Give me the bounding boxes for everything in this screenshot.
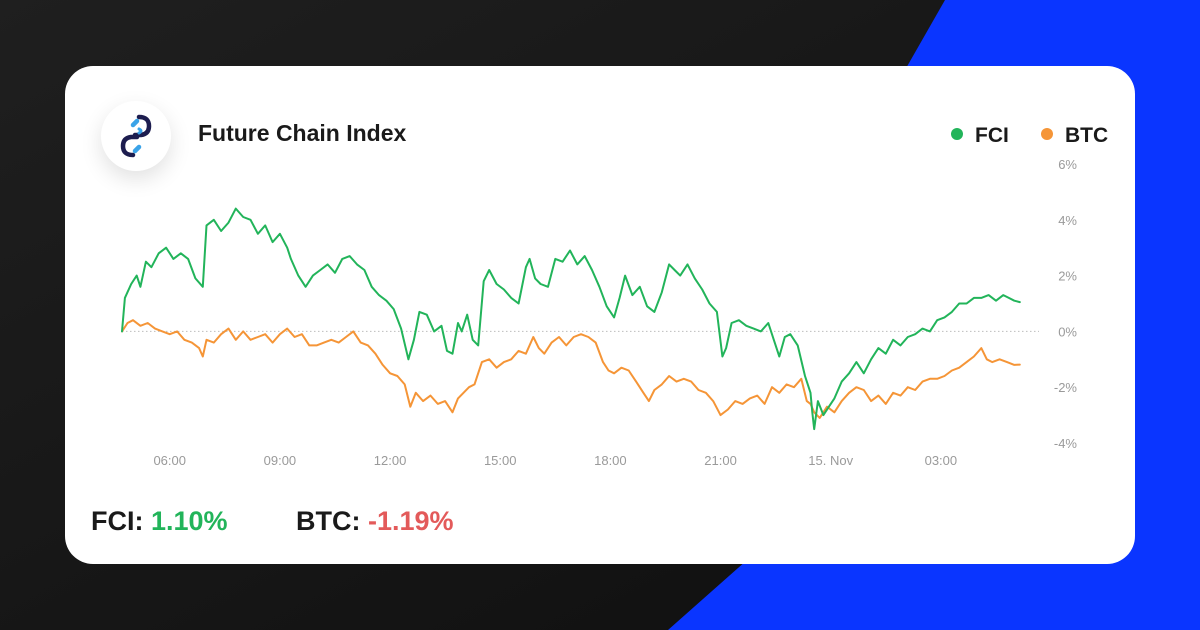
chart-title: Future Chain Index <box>198 120 407 146</box>
logo <box>101 101 171 171</box>
summary-btc-value: -1.19% <box>368 506 454 536</box>
x-tick-label: 21:00 <box>704 453 737 468</box>
x-tick-label: 15. Nov <box>808 453 853 468</box>
summary-fci-label: FCI: <box>91 506 144 536</box>
summary-btc-label: BTC: <box>296 506 361 536</box>
legend-item-fci[interactable]: FCI <box>951 124 1009 148</box>
legend-dot-btc <box>1041 128 1053 140</box>
x-tick-label: 15:00 <box>484 453 517 468</box>
y-tick-label: 6% <box>1058 157 1077 172</box>
series-line-btc <box>121 319 1021 419</box>
x-tick-label: 03:00 <box>925 453 958 468</box>
legend-item-btc[interactable]: BTC <box>1041 124 1108 148</box>
y-tick-label: 2% <box>1058 269 1077 284</box>
summary-btc: BTC: -1.19% <box>296 506 454 537</box>
x-tick-label: 18:00 <box>594 453 627 468</box>
legend-label-fci: FCI <box>975 124 1009 147</box>
series-line-fci <box>121 207 1021 431</box>
x-tick-label: 12:00 <box>374 453 407 468</box>
y-tick-label: -4% <box>1054 436 1078 451</box>
summary-fci-value: 1.10% <box>151 506 228 536</box>
line-chart: 6% 4% 2% 0% -2% -4% 06:00 09:00 12:00 15:00 18:00 2… <box>121 157 1078 468</box>
legend-label-btc: BTC <box>1065 124 1109 147</box>
chart-card: Future Chain Index FCI BTC 6% 4% 2% 0% -2% -4… <box>65 66 1135 564</box>
y-tick-label: 0% <box>1058 324 1077 339</box>
x-tick-label: 09:00 <box>264 453 297 468</box>
y-tick-label: 4% <box>1058 213 1077 228</box>
chain-link-icon <box>120 114 152 158</box>
x-tick-label: 06:00 <box>153 453 186 468</box>
summary-fci: FCI: 1.10% <box>91 506 228 537</box>
legend-dot-fci <box>951 128 963 140</box>
y-tick-label: -2% <box>1054 380 1078 395</box>
